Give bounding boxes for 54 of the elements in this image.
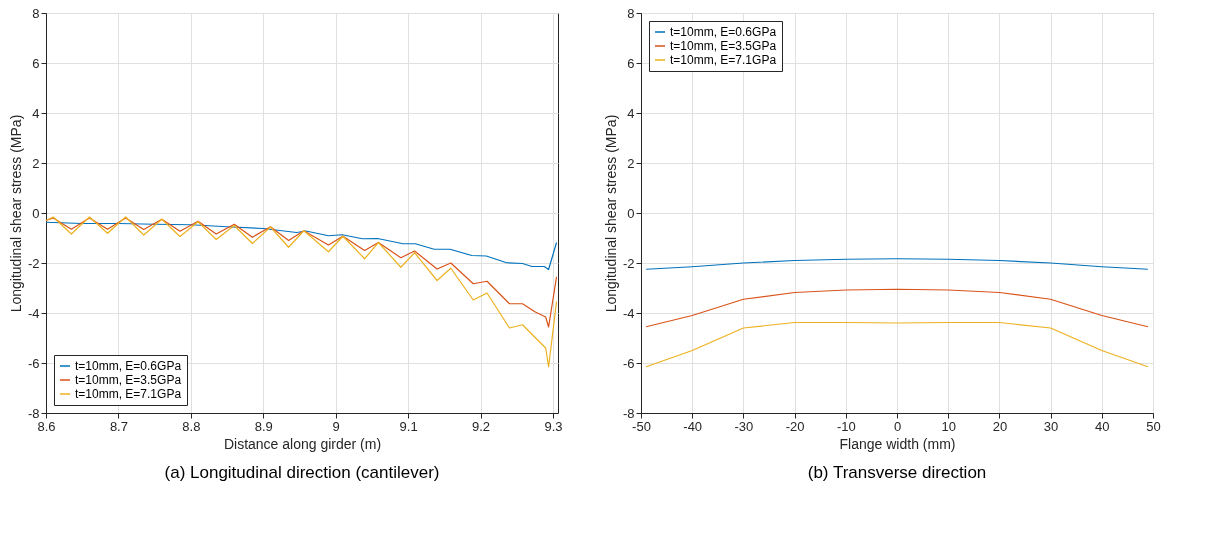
x-tick-label: 9 — [332, 418, 340, 434]
y-tick-label: 2 — [627, 155, 635, 171]
y-tick-label: 4 — [32, 105, 40, 121]
x-tick-label: 10 — [941, 418, 956, 434]
y-tick-label: -6 — [622, 355, 635, 371]
y-tick-label: -8 — [27, 405, 40, 421]
y-axis-title: Longitudinal shear stress (MPa) — [7, 114, 24, 313]
x-tick-label: -40 — [683, 418, 703, 434]
x-tick-label: -30 — [734, 418, 754, 434]
legend-label: t=10mm, E=3.5GPa — [670, 39, 777, 53]
x-tick-label: -50 — [632, 418, 651, 434]
y-tick-label: 8 — [627, 5, 635, 21]
legend-label: t=10mm, E=7.1GPa — [75, 387, 182, 401]
x-tick-label: 20 — [992, 418, 1008, 434]
x-tick-label: 30 — [1043, 418, 1059, 434]
x-tick-label: -10 — [836, 418, 856, 434]
x-tick-label: 50 — [1146, 418, 1161, 434]
y-tick-label: 2 — [32, 155, 40, 171]
line-series — [645, 288, 1149, 328]
line-series — [645, 321, 1149, 368]
x-tick-label: 9.1 — [399, 418, 418, 434]
text: (b) Transverse direction — [807, 463, 987, 482]
line-series — [45, 221, 558, 271]
x-tick-label: 9.3 — [544, 418, 563, 434]
line-series — [45, 217, 558, 328]
x-tick-label: 9.2 — [471, 418, 491, 434]
y-tick-label: 0 — [627, 205, 635, 221]
text: (a) Longitudinal direction (cantilever) — [164, 463, 440, 482]
y-tick-label: -4 — [27, 305, 40, 321]
y-tick-label: -2 — [622, 255, 635, 271]
x-tick-label: 0 — [893, 418, 902, 434]
legend-label: t=10mm, E=7.1GPa — [670, 53, 777, 67]
x-axis-title: Flange width (mm) — [839, 435, 956, 452]
x-tick-label: 8.9 — [254, 418, 273, 434]
line-series — [645, 258, 1149, 270]
legend-label: t=10mm, E=3.5GPa — [75, 373, 182, 387]
x-tick-label: 8.8 — [182, 418, 201, 434]
x-tick-label: -20 — [785, 418, 805, 434]
x-tick-label: 8.6 — [37, 418, 56, 434]
y-tick-label: -2 — [27, 255, 40, 271]
y-tick-label: 6 — [627, 55, 635, 71]
y-tick-label: -8 — [622, 405, 635, 421]
y-tick-label: 6 — [32, 55, 40, 71]
x-tick-label: 8.7 — [109, 418, 128, 434]
y-tick-label: -4 — [622, 305, 635, 321]
y-tick-label: 0 — [32, 205, 40, 221]
y-tick-label: 4 — [627, 105, 635, 121]
legend-label: t=10mm, E=0.6GPa — [75, 359, 182, 373]
x-axis-title: Distance along girder (m) — [223, 435, 382, 452]
y-tick-label: -6 — [27, 355, 40, 371]
y-axis-title: Longitudinal shear stress (MPa) — [602, 114, 619, 313]
x-tick-label: 40 — [1095, 418, 1110, 434]
y-tick-label: 8 — [32, 5, 40, 21]
legend-label: t=10mm, E=0.6GPa — [670, 25, 777, 39]
